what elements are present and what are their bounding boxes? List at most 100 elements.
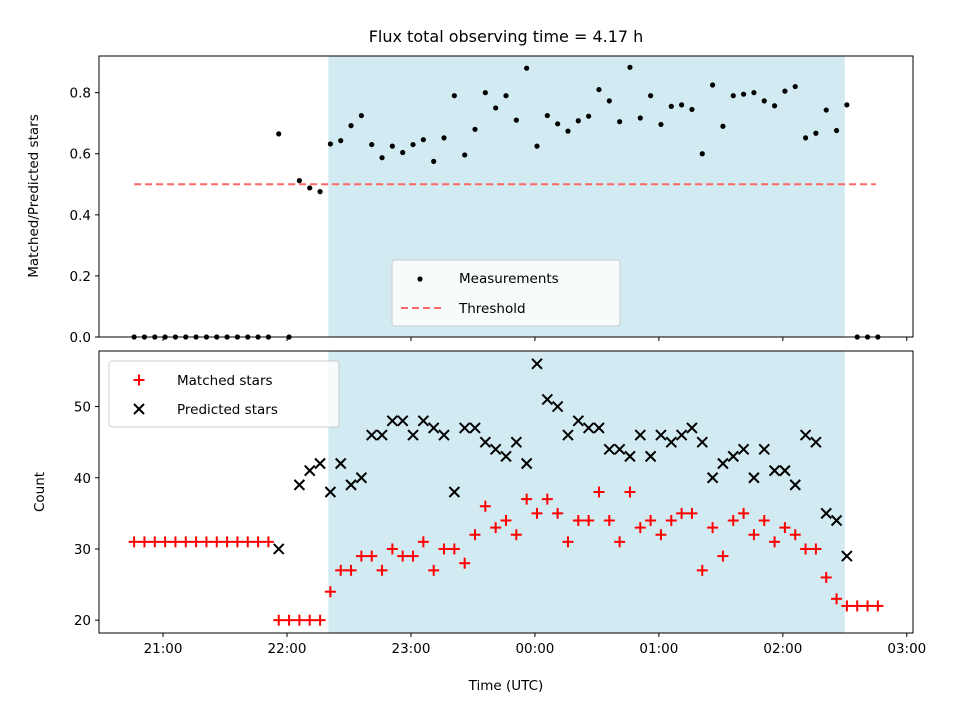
legend-box — [391, 259, 621, 327]
measurement-point — [699, 151, 705, 157]
measurement-point — [730, 93, 736, 99]
measurement-point — [369, 141, 375, 148]
predicted-point — [438, 429, 450, 441]
matched-point — [335, 564, 347, 576]
predicted-point — [810, 436, 822, 448]
matched-point — [273, 614, 285, 626]
matched-point — [634, 522, 646, 534]
matched-point — [603, 514, 615, 526]
predicted-point — [293, 479, 306, 491]
matched-point — [624, 486, 636, 498]
measurement-point — [162, 334, 168, 340]
measurement-point — [565, 128, 571, 134]
predicted-point — [582, 422, 595, 434]
x-axis-label: Time (UTC) — [468, 678, 544, 694]
matched-point — [655, 529, 667, 541]
matched-point — [386, 543, 398, 555]
top-panel: 0.0 0.2 0.4 0.6 0.8 Measurements Threshold — [70, 55, 914, 346]
predicted-point — [841, 550, 853, 562]
matched-point — [727, 514, 739, 526]
matched-point — [696, 564, 708, 576]
measurement-point — [617, 119, 623, 125]
matched-point — [242, 536, 254, 548]
matched-point — [810, 543, 822, 555]
measurement-point — [524, 65, 530, 71]
matched-point — [841, 600, 853, 612]
x-tick-label: 02:00 — [763, 641, 802, 657]
matched-point — [293, 614, 305, 626]
matched-point — [159, 536, 171, 548]
measurement-point — [358, 112, 364, 119]
measurement-point — [709, 82, 716, 88]
measurement-point — [172, 334, 179, 340]
measurement-point — [152, 334, 158, 340]
matched-point — [500, 514, 512, 526]
matched-point — [304, 614, 316, 626]
predicted-point — [479, 436, 492, 448]
measurement-point — [720, 123, 726, 129]
measurement-point — [792, 83, 798, 90]
predicted-point — [458, 422, 471, 434]
matched-point — [872, 600, 884, 612]
predicted-point — [345, 479, 357, 491]
predicted-point — [304, 464, 316, 477]
predicted-point — [427, 422, 440, 434]
matched-point — [200, 536, 212, 548]
measurement-point — [575, 118, 581, 124]
matched-point — [510, 529, 522, 541]
measurement-point — [400, 149, 406, 156]
measurement-point — [265, 334, 272, 340]
predicted-point — [593, 422, 605, 434]
matched-point — [138, 536, 150, 548]
predicted-point — [314, 457, 326, 470]
predicted-point — [748, 472, 760, 484]
matched-point — [531, 507, 543, 519]
predicted-point — [520, 457, 533, 470]
predicted-point — [613, 443, 626, 455]
predicted-point — [489, 443, 502, 455]
predicted-point — [407, 429, 419, 441]
predicted-point — [335, 457, 347, 470]
y-tick-label: 30 — [74, 542, 91, 558]
measurement-point — [658, 121, 664, 128]
matched-point — [314, 614, 326, 626]
measurement-point — [224, 334, 230, 340]
matched-point — [552, 507, 564, 519]
measurement-point — [689, 106, 695, 113]
matched-point — [862, 600, 874, 612]
predicted-point — [355, 472, 368, 484]
predicted-point — [737, 443, 750, 455]
x-tick-label: 03:00 — [887, 641, 926, 657]
predicted-point — [696, 436, 708, 448]
matched-point — [417, 536, 429, 548]
matched-point — [355, 550, 367, 562]
predicted-point — [500, 450, 512, 463]
x-tick-label: 23:00 — [392, 641, 431, 657]
legend-label-measurements: Measurements — [459, 271, 559, 287]
matched-point — [665, 514, 677, 526]
predicted-point — [758, 443, 770, 455]
y-tick-label: 0.4 — [70, 208, 91, 224]
predicted-point — [562, 429, 574, 441]
measurement-point — [648, 93, 654, 99]
matched-point — [738, 507, 750, 519]
predicted-point — [603, 443, 616, 455]
matched-point — [376, 564, 388, 576]
matched-point — [428, 564, 440, 576]
predicted-point — [686, 422, 698, 434]
matched-point — [211, 536, 223, 548]
matched-point — [593, 486, 605, 498]
measurement-point — [203, 334, 210, 340]
matched-point — [676, 507, 688, 519]
measurement-point — [296, 178, 303, 184]
measurement-point — [668, 103, 674, 109]
measurement-point — [472, 126, 478, 132]
legend-label-predicted: Predicted stars — [177, 402, 278, 418]
matched-point — [149, 536, 161, 548]
predicted-point — [448, 486, 461, 498]
matched-point — [221, 536, 233, 548]
matched-point — [448, 543, 460, 555]
predicted-point — [572, 415, 585, 427]
measurement-point — [534, 143, 540, 149]
chart-title: Flux total observing time = 4.17 h — [369, 27, 644, 46]
